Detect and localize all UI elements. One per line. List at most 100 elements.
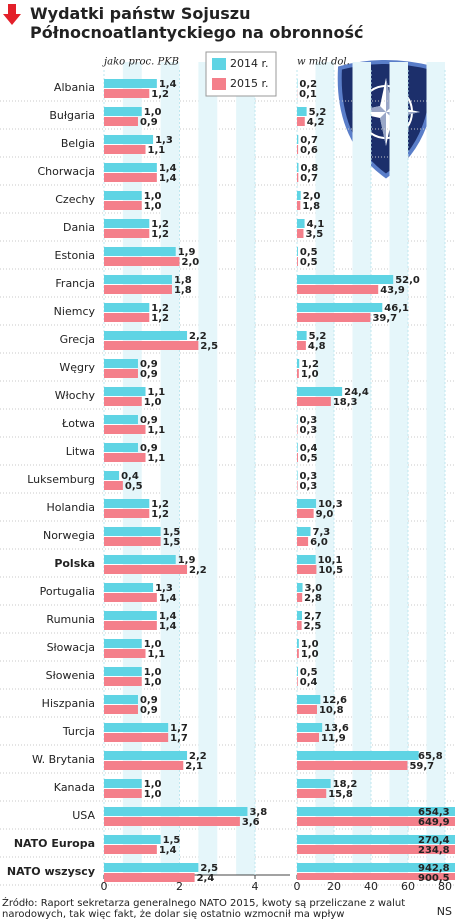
legend: 2014 r. 2015 r. <box>205 51 277 97</box>
bar <box>104 863 199 872</box>
bar <box>104 173 157 182</box>
value-label: 649,9 <box>418 817 450 828</box>
value-label: 1,2 <box>301 359 319 370</box>
bar <box>297 509 314 518</box>
value-label: 18,2 <box>333 779 358 790</box>
bar <box>297 649 299 658</box>
background-stripe <box>389 62 408 875</box>
value-label: 1,2 <box>151 499 169 510</box>
value-label: 1,1 <box>148 453 166 464</box>
bar <box>104 593 157 602</box>
category-label: Polska <box>54 557 95 570</box>
value-label: 0,4 <box>300 677 318 688</box>
value-label: 7,3 <box>313 527 331 538</box>
bar <box>297 845 455 854</box>
value-label: 2,5 <box>200 863 218 874</box>
category-label: Norwegia <box>43 529 95 542</box>
value-label: 1,2 <box>151 509 169 520</box>
bar <box>297 359 300 368</box>
value-label: 1,9 <box>178 247 196 258</box>
value-label: 4,2 <box>307 117 325 128</box>
value-label: 3,5 <box>305 229 323 240</box>
bar <box>297 145 299 154</box>
bar <box>297 387 343 396</box>
bar <box>297 873 455 880</box>
value-label: 1,0 <box>144 107 162 118</box>
value-label: 1,4 <box>159 593 177 604</box>
bar <box>297 191 301 200</box>
bar <box>297 639 299 648</box>
value-label: 1,5 <box>163 537 181 548</box>
category-label: Dania <box>63 221 95 234</box>
value-label: 3,0 <box>305 583 323 594</box>
bar <box>104 835 161 844</box>
legend-swatch <box>212 58 226 70</box>
bar <box>104 443 138 452</box>
bar <box>104 359 138 368</box>
bar <box>104 387 146 396</box>
category-label: NATO Europa <box>14 837 95 850</box>
value-label: 1,0 <box>301 649 319 660</box>
bar <box>104 621 157 630</box>
bar <box>104 509 150 518</box>
bar <box>104 723 169 732</box>
bar <box>297 303 383 312</box>
x-tick-label: 80 <box>438 880 452 893</box>
bar <box>297 565 317 574</box>
value-label: 1,8 <box>174 275 192 286</box>
bar <box>104 583 154 592</box>
bar <box>297 247 298 256</box>
bar <box>104 191 142 200</box>
bar <box>297 275 394 284</box>
bar <box>104 145 146 154</box>
bar <box>297 611 302 620</box>
bar <box>297 835 455 844</box>
bar <box>104 415 138 424</box>
bar <box>297 313 371 322</box>
category-label: Holandia <box>46 501 95 514</box>
panel-subtitle: jako proc. PKB <box>102 57 179 68</box>
bar <box>104 789 142 798</box>
bar <box>297 285 379 294</box>
category-label: Słowenia <box>46 669 95 682</box>
bar <box>297 369 299 378</box>
bar <box>104 79 157 88</box>
value-label: 1,4 <box>159 621 177 632</box>
value-label: 1,1 <box>148 425 166 436</box>
value-label: 1,0 <box>144 201 162 212</box>
bar <box>104 565 188 574</box>
bar <box>297 779 331 788</box>
bar <box>104 705 138 714</box>
bar <box>297 761 408 770</box>
value-label: 234,8 <box>418 845 450 856</box>
background-stripe <box>426 62 445 875</box>
category-label: Belgia <box>61 137 95 150</box>
value-label: 0,5 <box>300 453 318 464</box>
value-label: 0,5 <box>300 257 318 268</box>
legend-label: 2014 r. <box>230 57 269 70</box>
bar <box>297 705 317 714</box>
category-label: Grecja <box>60 333 95 346</box>
bar <box>104 527 161 536</box>
value-label: 1,3 <box>155 135 173 146</box>
bar <box>297 415 298 424</box>
value-label: 1,1 <box>148 649 166 660</box>
bar <box>104 331 188 340</box>
bar <box>104 135 154 144</box>
bar <box>104 229 150 238</box>
category-label: NATO wszyscy <box>7 865 95 878</box>
bar <box>104 369 138 378</box>
category-label: Albania <box>54 81 95 94</box>
value-label: 1,1 <box>148 387 166 398</box>
value-label: 43,9 <box>380 285 405 296</box>
bar <box>297 219 305 228</box>
value-label: 12,6 <box>322 695 347 706</box>
value-label: 1,0 <box>144 677 162 688</box>
value-label: 1,2 <box>151 89 169 100</box>
value-label: 52,0 <box>395 275 420 286</box>
value-label: 4,1 <box>307 219 325 230</box>
bar <box>297 135 299 144</box>
bar <box>297 733 320 742</box>
value-label: 2,2 <box>189 331 207 342</box>
category-label: Czechy <box>55 193 95 206</box>
